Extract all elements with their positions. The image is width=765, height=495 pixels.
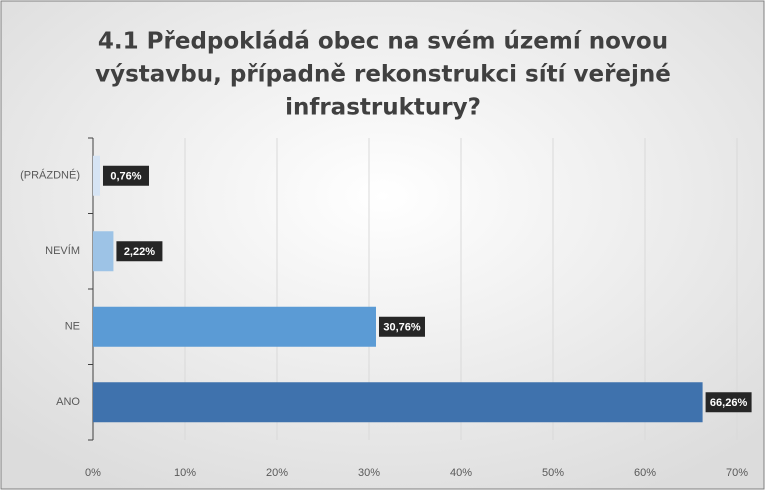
bar [93,306,376,347]
x-tick-label: 50% [542,467,564,479]
value-label: 30,76% [383,322,421,334]
bar [93,231,114,272]
bar [93,382,703,423]
y-tick-label: (PRÁZDNÉ) [20,169,80,182]
x-tick-label: 20% [266,467,288,479]
chart-title: výstavbu, případně rekonstrukci sítí veř… [95,62,671,88]
x-tick-label: 10% [174,467,196,479]
chart-title: infrastruktury? [285,95,481,121]
value-label-box [116,241,163,262]
value-label: 2,22% [124,246,155,258]
value-label-box [378,316,425,337]
y-tick-label: ANO [56,396,80,408]
x-tick-label: 30% [358,467,380,479]
x-tick-label: 40% [450,467,472,479]
chart-title: 4.1 Předpokládá obec na svém území novou [98,29,668,55]
y-tick-label: NE [65,321,80,333]
value-label-box [102,165,149,186]
value-label: 66,26% [710,397,748,409]
value-label-box [705,392,752,413]
x-tick-label: 70% [726,467,748,479]
y-tick-label: NEVÍM [45,244,80,257]
x-tick-label: 0% [85,467,101,479]
value-label: 0,76% [110,171,141,183]
bar [93,155,100,196]
x-tick-label: 60% [634,467,656,479]
